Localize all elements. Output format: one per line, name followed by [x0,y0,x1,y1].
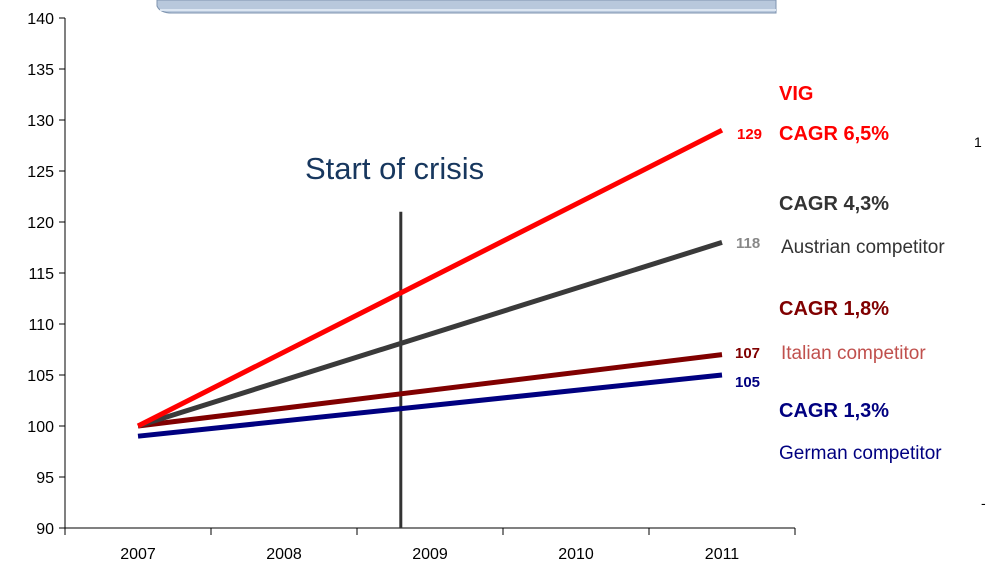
axes [59,17,796,535]
stray-mark-dash: - [981,495,986,511]
y-tick-label: 100 [27,419,54,436]
y-tick-label: 125 [27,164,54,181]
y-tick-labels: 90 95 100 105 110 115 120 125 130 135 140 [27,11,54,538]
x-tick-label: 2010 [558,546,594,563]
end-label-austrian: 118 [736,235,760,252]
y-tick-label: 115 [28,266,54,283]
series-line-austrian-competitor [137,240,723,429]
series-line-german-competitor [137,372,723,439]
y-tick-label: 90 [36,521,54,538]
y-tick-label: 135 [27,62,54,79]
title-box-fragment [156,0,777,14]
cagr-vig: CAGR 6,5% [779,123,889,145]
y-tick-label: 120 [27,215,54,232]
crisis-annotation: Start of crisis [305,151,484,186]
cagr-german: CAGR 1,3% [779,400,889,422]
y-tick-label: 140 [27,11,54,28]
x-tick-label: 2009 [412,546,448,563]
end-label-vig: 129 [737,126,762,143]
series-line-italian-competitor [137,352,723,429]
x-tick-label: 2008 [266,546,302,563]
series-lines [136,127,724,439]
series-name-austrian: Austrian competitor [781,237,945,258]
end-label-german: 105 [735,374,760,391]
series-name-italian: Italian competitor [781,343,926,364]
series-name-german: German competitor [779,443,942,464]
cagr-austrian: CAGR 4,3% [779,193,889,215]
x-tick-label: 2007 [120,546,156,563]
stray-mark-1: 1 [974,134,982,150]
end-label-italian: 107 [735,345,760,362]
y-tick-label: 95 [36,470,54,487]
series-line-vig [136,127,724,429]
x-tick-label: 2011 [705,546,740,563]
series-name-vig: VIG [779,83,813,105]
x-tick-labels: 2007 2008 2009 2010 2011 [120,546,739,563]
cagr-italian: CAGR 1,8% [779,298,889,320]
y-tick-label: 130 [27,113,54,130]
y-tick-label: 105 [27,368,54,385]
y-tick-label: 110 [28,317,54,334]
